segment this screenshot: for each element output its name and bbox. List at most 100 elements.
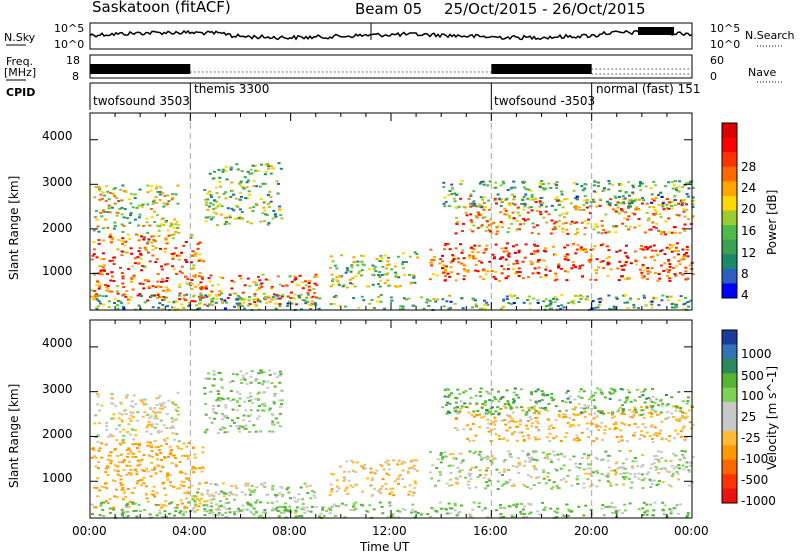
scatter-cell [614,423,618,425]
scatter-cell [563,198,567,201]
scatter-cell [429,515,433,518]
scatter-cell [470,466,474,469]
scatter-cell [248,206,252,209]
scatter-cell [469,428,473,431]
scatter-cell [478,275,482,278]
scatter-cell [278,399,282,402]
scatter-cell [594,456,598,459]
scatter-cell [452,258,456,260]
scatter-cell [631,191,635,194]
scatter-cell [542,216,546,219]
scatter-cell [494,419,498,422]
scatter-cell [126,488,130,490]
scatter-cell [565,253,569,256]
scatter-cell [138,216,141,219]
scatter-cell [479,456,483,458]
scatter-cell [522,186,526,189]
scatter-cell [142,454,146,456]
scatter-cell [198,467,202,470]
scatter-cell [165,241,169,244]
scatter-cell [545,436,549,439]
power-ytick: 3000 [42,175,73,189]
scatter-cell [470,413,474,416]
scatter-cell [376,300,380,303]
scatter-cell [286,295,290,298]
scatter-cell [334,294,338,297]
scatter-cell [541,183,545,185]
scatter-cell [156,458,159,461]
scatter-cell [507,252,511,255]
scatter-cell [641,263,645,266]
scatter-cell [502,250,506,253]
scatter-cell [445,512,449,515]
scatter-cell [117,461,121,464]
scatter-cell [554,468,558,470]
scatter-cell [121,486,125,489]
scatter-cell [679,201,683,204]
scatter-cell [147,238,151,241]
scatter-cell [566,422,570,425]
scatter-cell [112,227,116,230]
scatter-cell [95,308,99,311]
scatter-cell [166,288,170,291]
scatter-cell [203,510,207,513]
scatter-cell [199,281,203,284]
scatter-cell [444,404,448,407]
scatter-cell [191,508,195,511]
scatter-cell [169,449,173,452]
scatter-cell [229,195,233,198]
scatter-cell [308,484,312,487]
scatter-cell [649,256,653,259]
scatter-cell [542,259,546,262]
scatter-cell [134,443,138,445]
scatter-cell [555,187,559,189]
scatter-cell [689,461,693,464]
scatter-cell [490,232,494,235]
scatter-cell [158,394,162,397]
scatter-cell [652,509,656,512]
scatter-cell [515,503,519,506]
scatter-cell [621,462,625,465]
scatter-cell [517,249,521,252]
scatter-cell [164,493,168,496]
scatter-cell [137,204,141,207]
scatter-cell [505,414,509,417]
scatter-cell [607,472,611,475]
scatter-cell [345,267,349,270]
scatter-cell [151,248,155,251]
scatter-cell [584,183,588,186]
scatter-cell [219,185,222,188]
scatter-cell [98,189,102,192]
scatter-cell [502,405,506,408]
scatter-cell [355,461,359,464]
scatter-cell [223,431,227,434]
scatter-cell [109,462,113,465]
scatter-cell [274,215,278,218]
scatter-cell [153,199,157,202]
scatter-cell [453,302,457,305]
scatter-cell [493,457,497,460]
scatter-cell [512,516,516,518]
scatter-cell [222,414,226,417]
scatter-cell [261,212,265,215]
scatter-cell [454,410,458,412]
scatter-cell [472,200,476,203]
scatter-cell [671,180,674,183]
scatter-cell [193,255,197,258]
scatter-cell [610,501,614,504]
scatter-cell [393,265,397,268]
scatter-cell [180,265,184,268]
scatter-cell [145,242,149,245]
scatter-cell [458,452,462,455]
scatter-cell [230,287,234,290]
scatter-cell [654,227,658,230]
scatter-cell [235,298,239,301]
scatter-cell [586,222,590,225]
scatter-cell [686,396,690,399]
scatter-cell [643,231,647,234]
scatter-cell [99,272,103,275]
scatter-cell [600,220,604,222]
scatter-cell [306,301,310,303]
scatter-cell [349,509,353,511]
scatter-cell [671,267,675,269]
